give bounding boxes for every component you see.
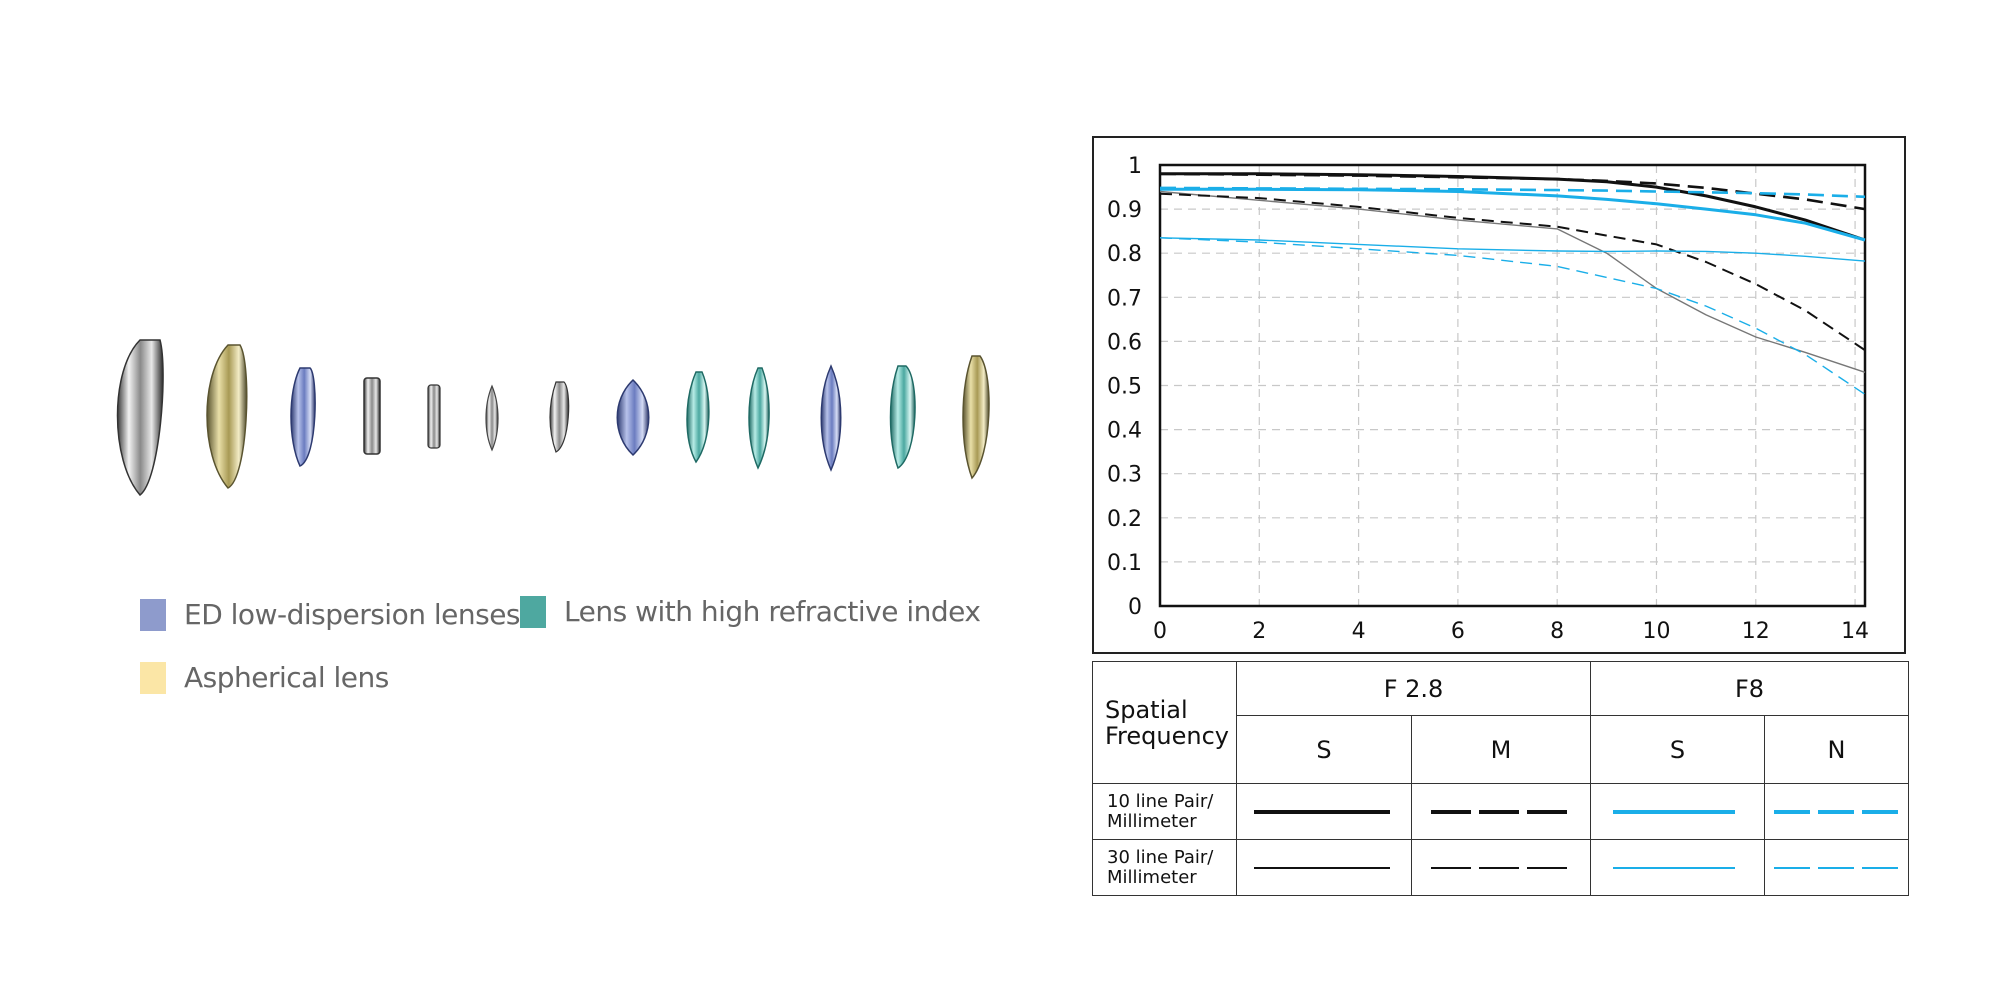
series-line-f2.8-s-30 [1159, 190, 1866, 373]
lens-element-11 [820, 364, 842, 472]
y-tick-label-7: 0.7 [1107, 286, 1142, 311]
series-line-f2.8-m-30 [1159, 192, 1866, 352]
y-tick-label-9: 0.9 [1107, 198, 1142, 223]
legend-label-high-index: Lens with high refractive index [564, 595, 981, 628]
mtf-chart-frame [1092, 136, 1906, 654]
series-line-f2.8-m-10 [1159, 172, 1866, 211]
mtf-chart: 00.10.20.30.40.50.60.70.80.910 2 4 6 8 10 12 14 [1107, 154, 1869, 644]
lens-elements-illustration [116, 339, 990, 497]
x-tick-label-2: 4 [1352, 619, 1366, 644]
series-line-f8-s-10 [1160, 187, 1866, 242]
series-line-f2.8-s-10 [1160, 172, 1866, 242]
row-label-30lp: 30 line Pair/ Millimeter [1092, 839, 1237, 896]
column-header-m-f28: M [1410, 715, 1592, 784]
swatch-high-index [520, 595, 546, 628]
lens-element-8 [616, 378, 650, 457]
y-tick-label-6: 0.6 [1107, 330, 1142, 355]
legend-item-aspherical: Aspherical lens [140, 661, 389, 694]
x-tick-label-6: 12 [1742, 619, 1770, 644]
lens-element-4 [363, 377, 381, 455]
series-line-f8-n-30 [1159, 237, 1866, 395]
legend-item-ed: ED low-dispersion lenses [140, 598, 521, 631]
swatch-ed [140, 598, 166, 631]
group-header-f28: F 2.8 [1235, 661, 1592, 716]
x-tick-label-5: 10 [1642, 619, 1670, 644]
y-tick-label-3: 0.3 [1107, 463, 1142, 488]
y-tick-label-1: 0.1 [1107, 551, 1142, 576]
y-tick-label-8: 0.8 [1107, 242, 1142, 267]
x-tick-label-4: 8 [1550, 619, 1564, 644]
swatch-aspherical [140, 661, 166, 694]
x-tick-label-3: 6 [1451, 619, 1465, 644]
lens-element-13 [962, 355, 990, 480]
legend-label-ed: ED low-dispersion lenses [184, 598, 521, 631]
y-tick-label-10: 1 [1128, 154, 1142, 179]
column-header-s-f8: S [1590, 715, 1766, 784]
lens-element-3 [290, 367, 316, 467]
key-cell-f8-n-10 [1764, 783, 1910, 840]
mtf-key-table: Spatial Frequency F 2.8 F8 S M S N 10 li… [1092, 661, 1910, 896]
y-tick-label-4: 0.4 [1107, 419, 1142, 444]
series-line-f8-n-10 [1159, 186, 1866, 199]
legend-item-high-index: Lens with high refractive index [520, 595, 981, 628]
lens-element-12 [889, 365, 916, 470]
spatial-frequency-header: Spatial Frequency [1092, 661, 1237, 784]
series-line-f8-s-30 [1159, 237, 1866, 262]
key-cell-f28-m-10 [1410, 783, 1592, 840]
key-cell-f28-s-10 [1236, 783, 1412, 840]
column-header-s-f28: S [1236, 715, 1412, 784]
key-cell-f8-s-10 [1590, 783, 1766, 840]
lens-element-5 [427, 384, 441, 449]
x-tick-label-0: 0 [1153, 619, 1167, 644]
lens-element-10 [748, 367, 770, 470]
y-tick-label-5: 0.5 [1107, 375, 1142, 400]
x-tick-label-7: 14 [1841, 619, 1869, 644]
legend-label-aspherical: Aspherical lens [184, 661, 389, 694]
group-header-f8: F8 [1590, 661, 1910, 716]
key-cell-f8-s-30 [1590, 839, 1766, 896]
column-header-n-f8: N [1764, 715, 1910, 784]
row-label-10lp: 10 line Pair/ Millimeter [1092, 783, 1237, 840]
lens-element-1 [116, 339, 164, 497]
lens-element-6 [485, 384, 499, 452]
key-cell-f28-m-30 [1410, 839, 1592, 896]
key-cell-f8-n-30 [1764, 839, 1910, 896]
plot-area-border [1158, 163, 1867, 608]
lens-element-2 [206, 344, 248, 489]
x-tick-label-1: 2 [1252, 619, 1266, 644]
key-cell-f28-s-30 [1236, 839, 1412, 896]
lens-element-7 [549, 381, 570, 453]
y-tick-label-2: 0.2 [1107, 507, 1142, 532]
y-tick-label-0: 0 [1128, 595, 1142, 620]
lens-element-9 [686, 371, 710, 464]
